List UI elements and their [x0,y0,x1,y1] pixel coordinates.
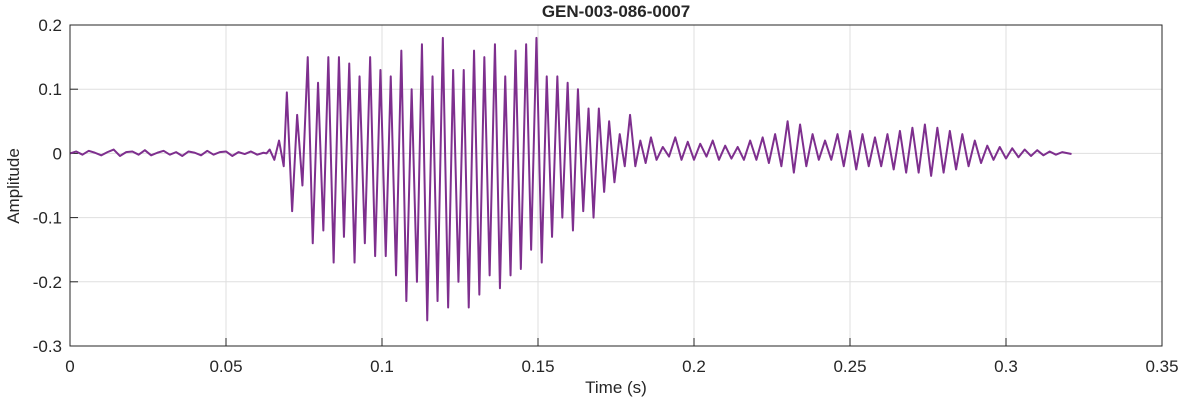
x-tick-label: 0.2 [682,357,706,376]
y-tick-label: -0.3 [33,337,62,356]
x-tick-label: 0.25 [833,357,866,376]
x-tick-label: 0.3 [994,357,1018,376]
y-tick-label: -0.1 [33,209,62,228]
y-tick-label: 0 [53,144,62,163]
chart-title: GEN-003-086-0007 [542,2,690,21]
x-tick-label: 0.05 [209,357,242,376]
y-tick-label: -0.2 [33,273,62,292]
axes-box [69,24,1163,347]
y-axis-label: Amplitude [4,148,23,224]
y-tick-label: 0.1 [38,80,62,99]
y-tick-label: 0.2 [38,16,62,35]
plot-area [70,25,1162,346]
x-tick-label: 0.15 [521,357,554,376]
plot [69,36,1072,322]
x-tick-label: 0.35 [1145,357,1178,376]
x-tick-label: 0 [65,357,74,376]
waveform-line [69,36,1072,322]
x-tick-label: 0.1 [370,357,394,376]
x-axis-label: Time (s) [585,378,647,397]
